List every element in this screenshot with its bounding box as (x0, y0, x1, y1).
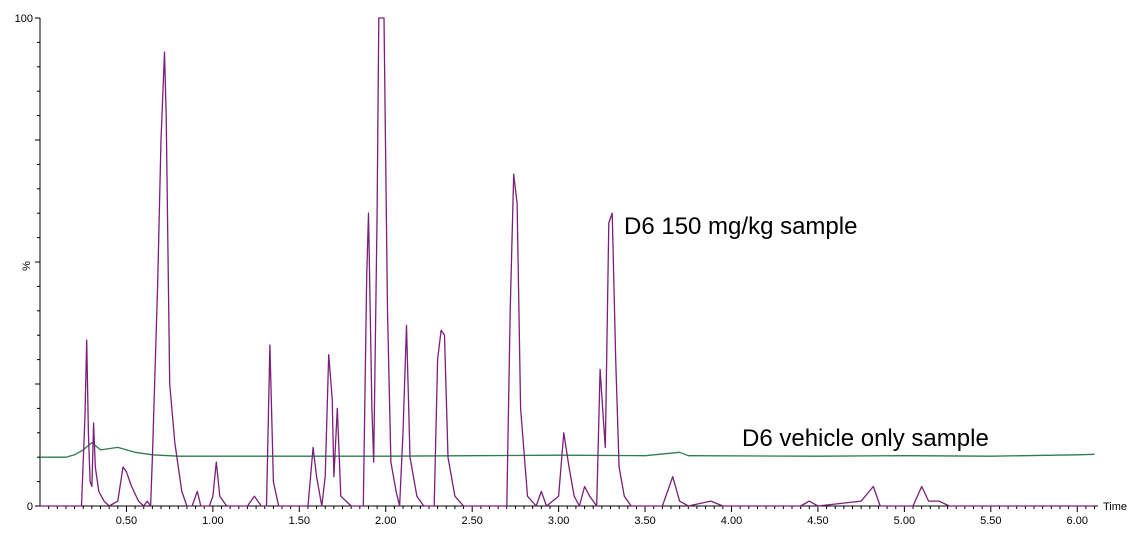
x-axis-label: Time (1103, 501, 1127, 513)
series-lines (40, 17, 1095, 507)
series-label-treated: D6 150 mg/kg sample (624, 213, 857, 240)
x-tick-label: 3.50 (634, 515, 655, 527)
x-tick-label: 4.00 (721, 515, 742, 527)
series-label-vehicle: D6 vehicle only sample (742, 425, 989, 452)
series-line-treated (40, 17, 1095, 507)
axes: 0.50 1.00 1.50 2.00 2.50 3.00 3.50 4.00 4.50 5.00… (15, 13, 1098, 527)
x-tick-label: 1.00 (202, 515, 223, 527)
series-labels: D6 150 mg/kg sample D6 vehicle only samp… (21, 213, 1127, 513)
x-tick-label: 1.50 (289, 515, 310, 527)
x-tick-label: 6.00 (1067, 515, 1088, 527)
x-tick-label: 2.00 (375, 515, 396, 527)
x-tick-label: 2.50 (461, 515, 482, 527)
y-tick-label: 100 (15, 13, 33, 25)
x-tick-label: 3.00 (548, 515, 569, 527)
x-tick-label: 5.00 (894, 515, 915, 527)
x-tick-label: 4.50 (807, 515, 828, 527)
y-axis-label: % (21, 261, 33, 271)
y-tick-label: 0 (27, 501, 33, 513)
x-tick-label: 5.50 (980, 515, 1001, 527)
x-tick-label: 0.50 (116, 515, 137, 527)
